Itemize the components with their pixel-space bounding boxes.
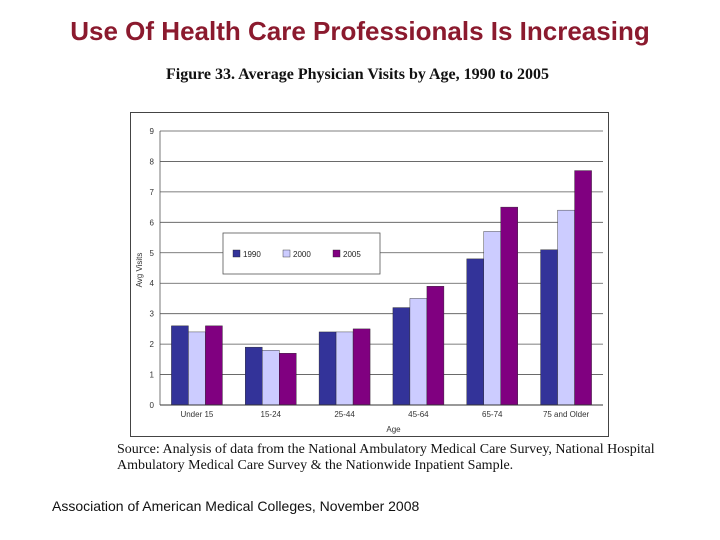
legend-box xyxy=(222,232,381,275)
bar-2000-5 xyxy=(557,209,575,406)
bar-2000-1 xyxy=(262,349,280,406)
bar-2005-5 xyxy=(574,170,592,406)
legend-swatch-2000 xyxy=(282,249,291,258)
bar-2005-3 xyxy=(426,286,445,406)
legend: 1990 2000 2005 xyxy=(222,232,381,275)
credit-line: Association of American Medical Colleges… xyxy=(52,498,420,514)
bar-2005-2 xyxy=(352,328,371,406)
y-tick-label: 2 xyxy=(150,340,155,349)
legend-label-2005: 2005 xyxy=(343,250,361,259)
x-tick-label: 15-24 xyxy=(261,410,282,419)
bar-chart: 0 1 2 3 4 5 6 7 8 9 Under 15 15-24 25-44 45-64 65-74 7… xyxy=(130,112,609,437)
bar-2005-0 xyxy=(205,325,223,406)
x-tick-label: 45-64 xyxy=(408,410,429,419)
x-axis: Under 15 15-24 25-44 45-64 65-74 75 and Older xyxy=(160,404,603,419)
legend-label-2000: 2000 xyxy=(293,250,311,259)
bar-1990-2 xyxy=(318,331,337,406)
x-axis-label: Age xyxy=(386,425,401,434)
x-tick-label: 65-74 xyxy=(482,410,503,419)
bar-2000-3 xyxy=(409,298,428,406)
y-axis-label: Avg Visits xyxy=(135,253,144,288)
y-axis: 0 1 2 3 4 5 6 7 8 9 xyxy=(150,127,161,410)
y-tick-label: 9 xyxy=(150,127,155,136)
y-tick-label: 3 xyxy=(150,310,155,319)
legend-swatch-1990 xyxy=(232,249,241,258)
bar-1990-5 xyxy=(540,249,558,406)
y-tick-label: 7 xyxy=(150,188,155,197)
x-tick-label: Under 15 xyxy=(180,410,213,419)
bar-2005-1 xyxy=(279,353,297,406)
bar-2005-4 xyxy=(500,206,518,406)
bar-2000-4 xyxy=(483,231,501,406)
y-tick-label: 4 xyxy=(150,279,155,288)
y-tick-label: 0 xyxy=(150,401,155,410)
x-tick-label: 25-44 xyxy=(334,410,355,419)
figure-title: Figure 33. Average Physician Visits by A… xyxy=(166,66,549,83)
bars xyxy=(171,170,592,406)
source-note: Source: Analysis of data from the Nation… xyxy=(117,442,655,473)
y-tick-label: 8 xyxy=(150,157,155,166)
legend-swatch-2005 xyxy=(332,249,341,258)
y-tick-label: 6 xyxy=(150,218,155,227)
legend-label-1990: 1990 xyxy=(243,250,261,259)
bar-2000-2 xyxy=(335,331,354,406)
y-tick-label: 1 xyxy=(150,371,155,380)
bar-1990-1 xyxy=(245,346,263,406)
slide-title: Use Of Health Care Professionals Is Incr… xyxy=(70,16,650,46)
bar-1990-4 xyxy=(466,258,484,406)
bar-1990-0 xyxy=(171,325,189,406)
x-tick-label: 75 and Older xyxy=(543,410,590,419)
bar-2000-0 xyxy=(188,331,206,406)
bar-1990-3 xyxy=(392,307,411,406)
y-tick-label: 5 xyxy=(150,249,155,258)
